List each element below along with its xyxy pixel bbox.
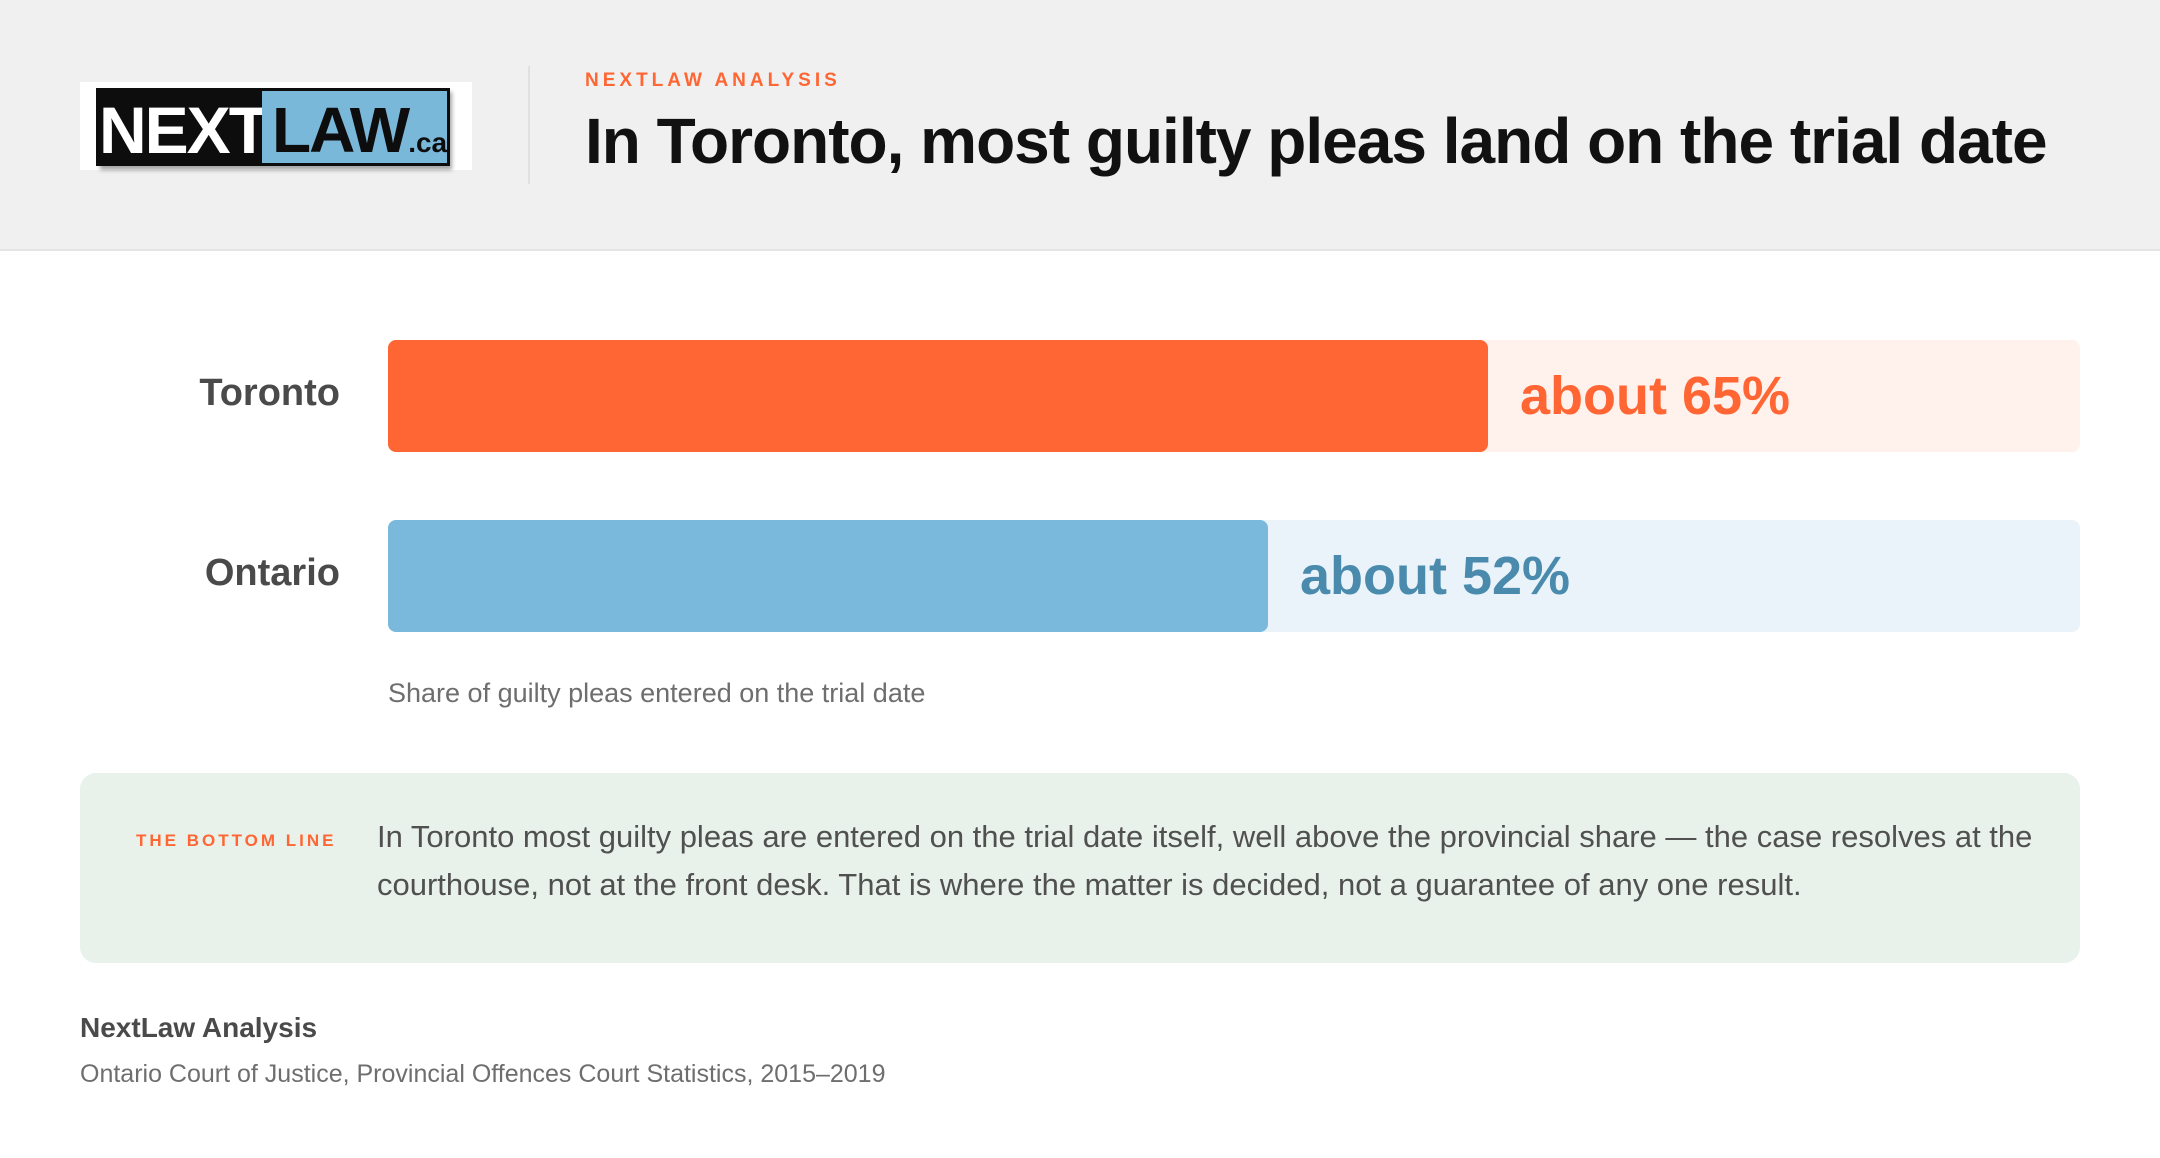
logo-law-text: LAW: [272, 94, 410, 166]
source-citation: Ontario Court of Justice, Provincial Off…: [80, 1060, 886, 1088]
value-label-ontario: about 52%: [1300, 546, 1571, 606]
bar-toronto: [388, 340, 1488, 452]
logo-tld-text: .ca: [408, 127, 448, 158]
category-label-toronto: Toronto: [199, 372, 340, 414]
logo-wordmark: NEXT LAW.ca: [96, 88, 451, 167]
source-title: NextLaw Analysis: [80, 1012, 318, 1043]
header-band: NEXT LAW.ca NEXTLAW ANALYSIS In Toronto,…: [0, 0, 2160, 251]
bar-track-toronto: about 65%: [388, 340, 2080, 452]
bottom-line-tag: THE BOTTOM LINE: [136, 831, 337, 850]
chart-title: In Toronto, most guilty pleas land on th…: [585, 105, 2048, 177]
bottom-line-text: In Toronto most guilty pleas are entered…: [377, 819, 2033, 902]
value-label-toronto: about 65%: [1520, 366, 1791, 426]
logo-law-block: LAW.ca: [262, 88, 451, 166]
nextlaw-logo: NEXT LAW.ca: [80, 82, 472, 170]
bar-ontario: [388, 520, 1268, 632]
kicker-label: NEXTLAW ANALYSIS: [585, 70, 841, 91]
axis-caption: Share of guilty pleas entered on the tri…: [388, 678, 926, 708]
header-divider: [528, 66, 530, 184]
bottom-line-callout: THE BOTTOM LINE In Toronto most guilty p…: [80, 773, 2080, 963]
logo-next-block: NEXT: [96, 88, 269, 167]
category-label-ontario: Ontario: [204, 552, 340, 594]
bar-track-ontario: about 52%: [388, 520, 2080, 632]
